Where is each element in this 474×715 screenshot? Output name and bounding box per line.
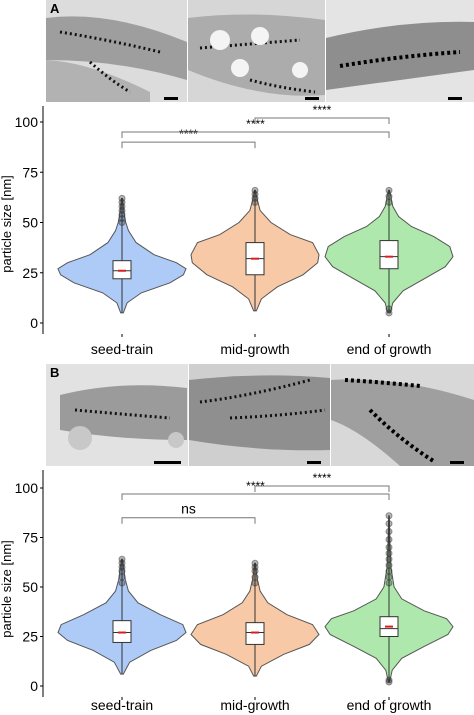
cell-body: [46, 60, 150, 102]
significance-label: ns: [181, 501, 196, 517]
scale-bar: [164, 97, 178, 100]
vesicle: [251, 27, 269, 45]
y-tick-label: 0: [30, 315, 38, 331]
scale-bar: [305, 97, 319, 100]
significance-label: ****: [313, 103, 332, 117]
debris: [68, 426, 92, 450]
magnetosome-chain: [199, 38, 301, 50]
cell-body: [331, 379, 474, 466]
outlier-point: [118, 194, 126, 202]
magnetosome-chain: [368, 408, 437, 464]
y-tick-label: 50: [22, 579, 38, 595]
outlier-point: [251, 186, 259, 194]
x-category-label: end of growth: [347, 697, 432, 713]
significance-bracket: [121, 141, 256, 149]
y-tick-label: 75: [22, 164, 38, 180]
outlier-point: [385, 305, 393, 313]
y-tick-labels-b: 0 25 50 75 100: [15, 480, 43, 694]
outlier-point: [385, 676, 393, 684]
significance-bracket: [254, 485, 390, 493]
significance-bracket: [254, 117, 390, 124]
box-iqr: [379, 240, 399, 270]
x-category-label: seed-train: [91, 697, 153, 713]
magnetosome-chain: [229, 408, 326, 420]
magnetosome-chain: [344, 378, 421, 388]
cell-body: [46, 16, 187, 80]
y-tick-labels-a: 0 25 50 75 100: [15, 114, 43, 331]
vesicle: [210, 30, 230, 50]
violins-a: [57, 186, 454, 317]
category-labels-a: seed-train mid-growth end of growth: [91, 334, 432, 357]
panel-a-micrographs: A: [46, 0, 474, 102]
x-category-label: mid-growth: [220, 697, 289, 713]
outlier-point: [385, 549, 393, 557]
outlier-point: [251, 573, 259, 581]
x-category-label: mid-growth: [220, 341, 289, 357]
outlier-point: [118, 579, 126, 587]
significance-bracket: [121, 493, 390, 500]
significance-label: ****: [246, 117, 265, 131]
vesicle: [231, 59, 249, 77]
significance-brackets-a: **** **** ****: [121, 103, 390, 149]
category-labels-b: seed-train mid-growth end of growth: [91, 697, 432, 713]
y-axis-label-b: particle size [nm]: [0, 540, 14, 638]
panel-b-micrographs: B: [46, 364, 474, 466]
outlier-point: [385, 535, 393, 543]
magnetosome-chain: [88, 60, 131, 94]
panel-letter-a: A: [50, 1, 60, 16]
outlier-point: [385, 678, 393, 686]
vesicle: [292, 62, 308, 78]
significance-label: ****: [313, 471, 332, 485]
outlier-point: [251, 559, 259, 567]
scale-bar: [450, 461, 464, 464]
scale-bar: [448, 97, 462, 100]
cell-body: [60, 385, 187, 440]
box-iqr: [112, 260, 132, 280]
outlier-point: [251, 579, 259, 587]
y-tick-label: 0: [30, 678, 38, 694]
x-category-label: seed-train: [91, 341, 153, 357]
magnetosome-chain: [249, 78, 316, 94]
outlier-point: [385, 567, 393, 575]
x-category-label: end of growth: [347, 341, 432, 357]
magnetosome-chain: [59, 30, 161, 54]
scale-bar: [154, 461, 181, 464]
y-tick-label: 100: [15, 480, 39, 496]
significance-brackets-b: ns********: [121, 471, 390, 524]
outlier-point: [385, 543, 393, 551]
panel-letter-b: B: [50, 365, 59, 380]
magnetosome-chain: [199, 378, 311, 404]
scale-bar: [307, 461, 321, 464]
outlier-point: [385, 579, 393, 587]
outlier-point: [385, 512, 393, 520]
y-tick-label: 25: [22, 629, 38, 645]
y-tick-label: 75: [22, 530, 38, 546]
significance-label: ****: [179, 127, 198, 141]
y-tick-label: 50: [22, 215, 38, 231]
outlier-point: [118, 555, 126, 563]
magnetosome-chain: [74, 408, 171, 420]
magnetosome-chain: [339, 50, 461, 68]
outlier-point: [385, 528, 393, 536]
outlier-point: [118, 573, 126, 581]
outlier-point: [385, 561, 393, 569]
significance-bracket: [121, 131, 390, 139]
outlier-point: [385, 186, 393, 194]
outlier-point: [385, 555, 393, 563]
outlier-point: [385, 520, 393, 528]
y-tick-label: 25: [22, 265, 38, 281]
y-axis-label-a: particle size [nm]: [0, 175, 14, 273]
outlier-point: [385, 192, 393, 200]
outlier-point: [385, 198, 393, 206]
outlier-point: [385, 573, 393, 581]
debris: [168, 432, 184, 448]
cell-body: [189, 375, 330, 451]
violins-b: [57, 512, 454, 686]
significance-bracket: [121, 517, 256, 524]
y-tick-label: 100: [15, 114, 39, 130]
